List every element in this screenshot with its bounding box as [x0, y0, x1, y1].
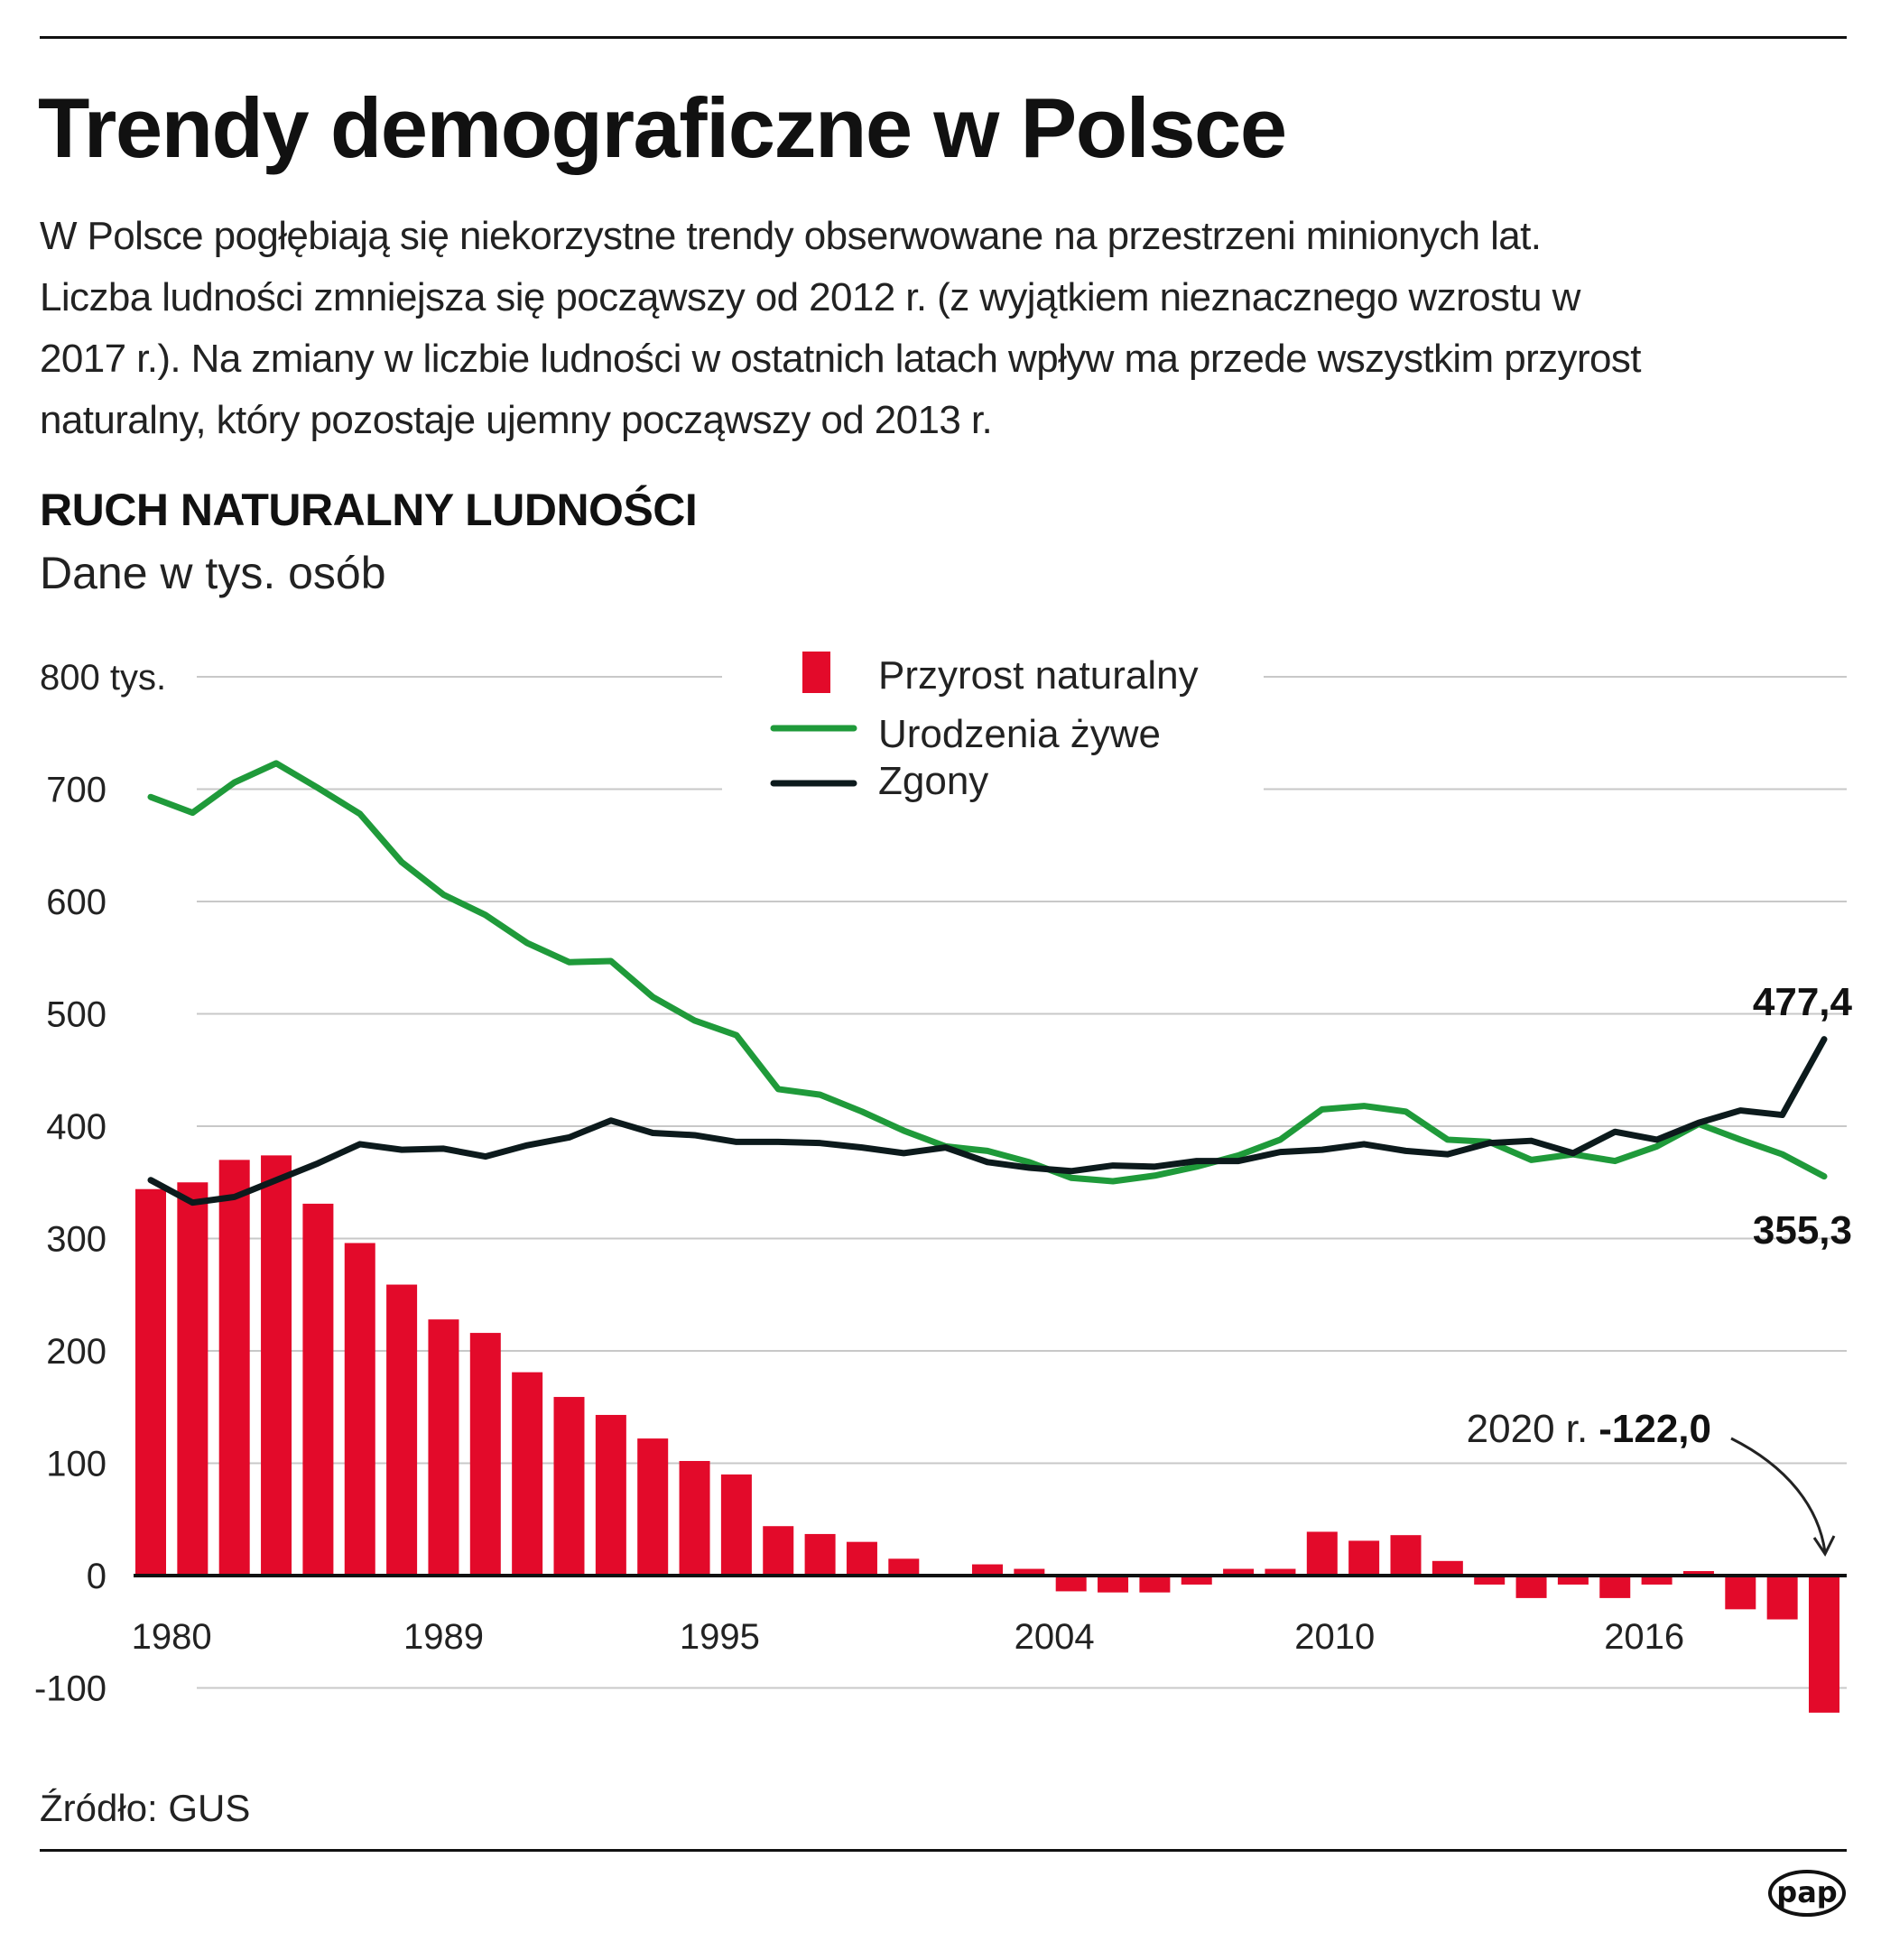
- lead-line: Liczba ludności zmniejsza się począwszy …: [40, 275, 1580, 319]
- lead-line: naturalny, który pozostaje ujemny począw…: [40, 398, 993, 442]
- y-tick-label: -100: [34, 1669, 107, 1709]
- bar-2001: [1014, 1568, 1045, 1576]
- bar-2009: [1348, 1540, 1380, 1576]
- bar-1980: [135, 1188, 166, 1576]
- bar-1998: [888, 1558, 920, 1576]
- y-axis-labels: 800 tys. 700 600 500 400 300 200 100 0 -100: [34, 658, 166, 1709]
- bar-1993: [679, 1461, 710, 1576]
- y-tick-label: 200: [46, 1332, 107, 1372]
- bar-1995: [763, 1526, 794, 1576]
- x-tick-label: 1980: [132, 1617, 212, 1657]
- x-tick-label: 2010: [1294, 1617, 1375, 1657]
- y-tick-label: 400: [46, 1107, 107, 1147]
- bar-2011: [1432, 1560, 1463, 1576]
- bar-1989: [512, 1372, 543, 1576]
- x-tick-label: 1989: [403, 1617, 484, 1657]
- bar-1992: [637, 1438, 669, 1576]
- legend-label: Zgony: [878, 759, 988, 803]
- births-last-label: 355,3: [1753, 1208, 1852, 1253]
- page-title: Trendy demograficzne w Polsce: [38, 80, 1287, 175]
- bar-1996: [804, 1533, 836, 1576]
- bar-2012: [1474, 1576, 1506, 1585]
- bar-2013: [1515, 1576, 1547, 1598]
- arrow-head-icon: [1812, 1535, 1836, 1557]
- annotation-value: -122,0: [1598, 1407, 1711, 1451]
- bar-2006: [1223, 1568, 1255, 1576]
- bar-2000: [972, 1564, 1003, 1576]
- y-tick-label: 800 tys.: [40, 658, 166, 698]
- legend-label: Urodzenia żywe: [878, 712, 1161, 756]
- y-tick-label: 500: [46, 995, 107, 1035]
- x-tick-label: 1995: [680, 1617, 760, 1657]
- bar-2002: [1055, 1576, 1087, 1592]
- bar-1982: [218, 1160, 250, 1576]
- bar-1997: [846, 1541, 877, 1576]
- x-axis-labels: 1980 1989 1995 2004 2010 2016: [132, 1617, 1685, 1657]
- increase-last-annotation: 2020 r. -122,0: [1467, 1407, 1711, 1451]
- pap-logo: pap: [1768, 1870, 1846, 1917]
- bar-1984: [302, 1203, 334, 1576]
- y-tick-label: 700: [46, 771, 107, 810]
- y-tick-label: 600: [46, 883, 107, 922]
- annotation-year: 2020 r.: [1467, 1407, 1589, 1451]
- bar-2010: [1390, 1535, 1422, 1576]
- deaths-line: [147, 1036, 1828, 1207]
- bar-2016: [1641, 1576, 1673, 1585]
- bar-1991: [595, 1414, 626, 1576]
- bar-2017: [1682, 1571, 1714, 1576]
- births-line: [147, 760, 1828, 1185]
- bar-1986: [386, 1284, 418, 1576]
- bar-2003: [1098, 1576, 1129, 1593]
- annotation-arrow: [1730, 1437, 1827, 1553]
- bar-1987: [428, 1319, 459, 1576]
- bar-1988: [469, 1333, 501, 1576]
- x-tick-label: 2004: [1015, 1617, 1095, 1657]
- bar-1983: [261, 1155, 292, 1576]
- y-tick-label: 0: [87, 1557, 107, 1596]
- x-tick-label: 2016: [1604, 1617, 1684, 1657]
- section-title: RUCH NATURALNY LUDNOŚCI: [40, 485, 698, 535]
- lead-line: W Polsce pogłębiają się niekorzystne tre…: [40, 214, 1542, 258]
- deaths-last-label: 477,4: [1753, 980, 1853, 1024]
- lead-line: 2017 r.). Na zmiany w liczbie ludności w…: [40, 337, 1642, 381]
- legend: Przyrost naturalny Urodzenia żywe Zgony: [722, 632, 1264, 812]
- legend-label: Przyrost naturalny: [878, 653, 1199, 698]
- bar-2007: [1265, 1568, 1296, 1576]
- bar-1990: [553, 1397, 585, 1576]
- section-subtitle: Dane w tys. osób: [40, 548, 386, 598]
- y-tick-label: 100: [46, 1445, 107, 1484]
- source-note: Źródło: GUS: [40, 1787, 251, 1829]
- bar-2018: [1725, 1576, 1756, 1610]
- svg-text:pap: pap: [1776, 1875, 1837, 1909]
- bar-2014: [1557, 1576, 1589, 1585]
- bar-2004: [1139, 1576, 1171, 1593]
- bars: [135, 1155, 1839, 1713]
- lines: [147, 760, 1828, 1207]
- legend-swatch-bar: [802, 652, 830, 693]
- top-rule: [40, 36, 1847, 39]
- bar-2015: [1599, 1576, 1631, 1598]
- y-tick-label: 300: [46, 1220, 107, 1260]
- bar-2019: [1766, 1576, 1798, 1620]
- bar-1981: [177, 1182, 208, 1576]
- lead-paragraph: W Polsce pogłębiają się niekorzystne tre…: [40, 206, 1642, 451]
- bar-2008: [1306, 1531, 1338, 1576]
- bar-2005: [1181, 1576, 1212, 1585]
- bar-1994: [720, 1474, 752, 1576]
- bar-1985: [344, 1243, 375, 1576]
- bottom-rule: [40, 1849, 1847, 1852]
- bar-2020: [1809, 1576, 1839, 1713]
